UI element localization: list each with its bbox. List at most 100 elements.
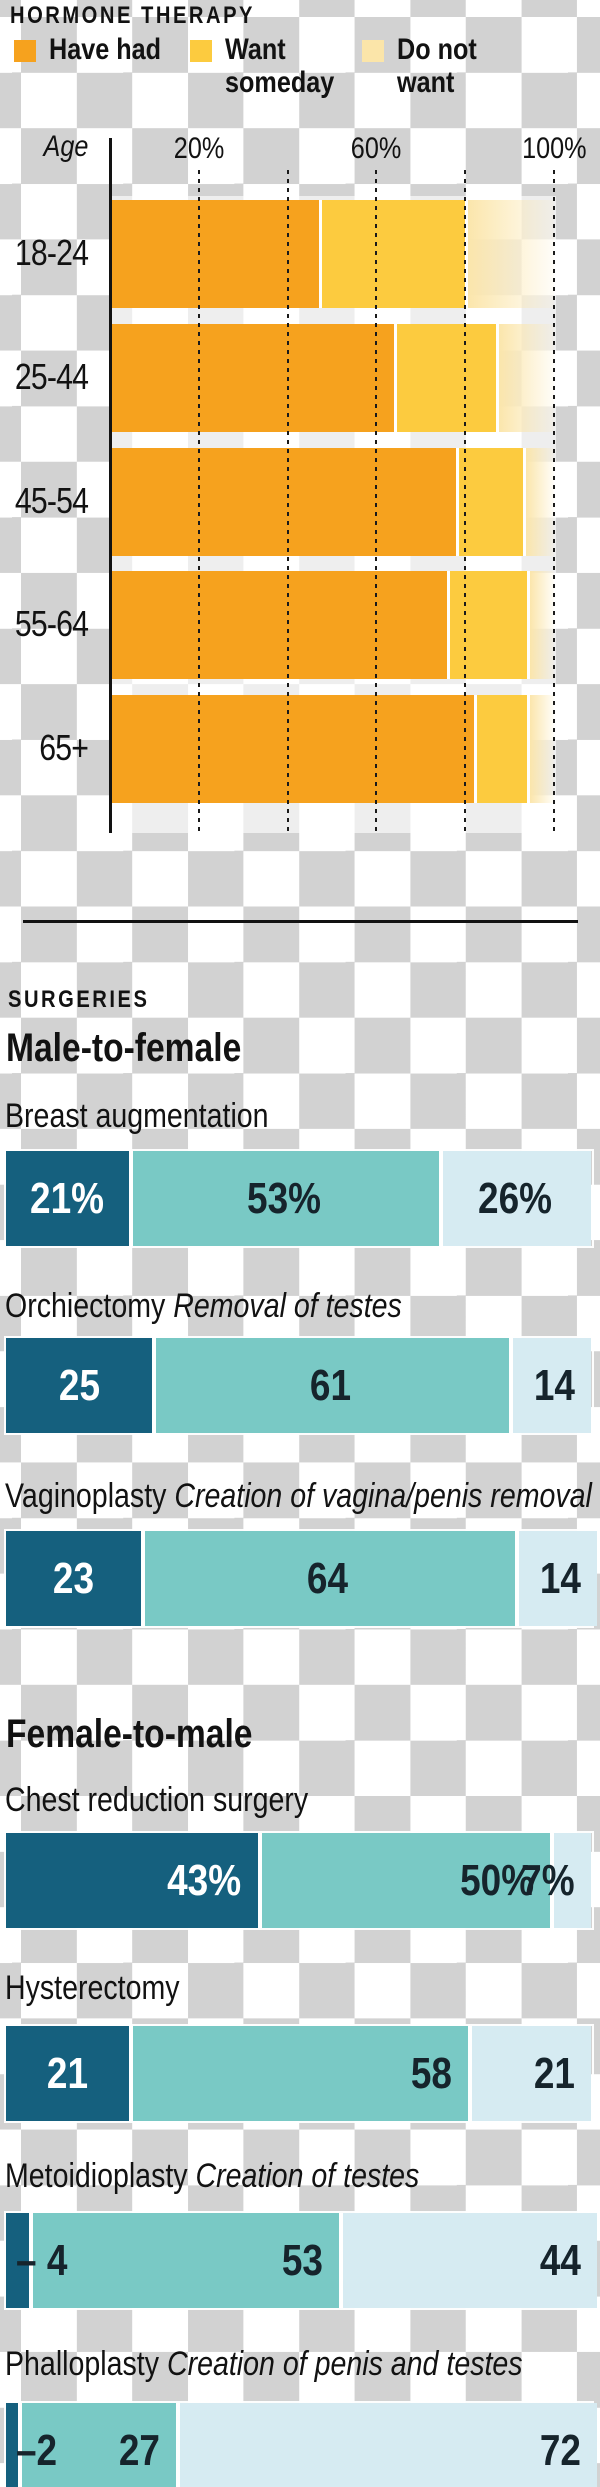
procedure-name: Phalloplasty — [5, 2345, 160, 2383]
procedure-label-text: Breast augmentation — [5, 1096, 269, 1136]
value-label: 72 — [431, 2403, 581, 2487]
age-axis-label: Age — [43, 130, 88, 163]
procedure-name: Orchiectomy — [5, 1287, 166, 1325]
procedure-label-text: Phalloplasty Creation of penis and teste… — [5, 2344, 523, 2384]
segment-do-not-want — [438, 1151, 591, 1246]
segment-have-had — [110, 448, 457, 556]
procedure-name: Breast augmentation — [5, 1097, 269, 1135]
legend-label-have-had: Have had — [49, 33, 162, 66]
value-text: 23 — [52, 1553, 94, 1603]
section-divider — [23, 920, 578, 923]
surgeries-section-title: SURGERIES — [8, 986, 150, 1013]
value-label: 64 — [141, 1531, 515, 1626]
segment-have-had — [6, 2026, 129, 2121]
segment-want-someday — [17, 2403, 176, 2487]
value-text: 58 — [411, 2048, 453, 2098]
value-text: 61 — [310, 1360, 352, 1410]
category-label-text: 55-64 — [14, 603, 89, 644]
value-label: 14 — [431, 1531, 581, 1626]
category-label-65+: 65+ — [0, 727, 89, 769]
category-label-45-54: 45-54 — [0, 480, 89, 522]
hormone-section-title: HORMONE THERAPY — [10, 2, 302, 30]
procedure-label-phalloplasty: Phalloplasty Creation of penis and teste… — [5, 2344, 600, 2384]
segment-do-not-want — [527, 695, 554, 803]
segment-want-someday — [456, 448, 523, 556]
value-label: 53% — [129, 1151, 439, 1246]
hormone-bar-row-65+ — [0, 695, 600, 803]
segment-want-someday — [128, 2026, 469, 2121]
segment-want-someday — [152, 1338, 510, 1433]
procedure-label-text: Chest reduction surgery — [5, 1780, 308, 1820]
bar-breast-augmentation: 21% 53% 26% — [4, 1149, 594, 1248]
hormone-bar-row-55-64 — [0, 571, 600, 679]
segment-have-had — [110, 324, 395, 432]
category-label-text: 18-24 — [14, 232, 89, 273]
group-title-female-to-male: Female-to-male — [6, 1712, 253, 1756]
value-label: 14 — [425, 1338, 575, 1433]
value-label: 26% — [439, 1151, 591, 1246]
procedure-name: Metoidioplasty — [5, 2157, 188, 2195]
procedure-label-text: Hysterectomy — [5, 1968, 180, 2008]
segment-have-had — [6, 1833, 258, 1928]
procedure-label-hysterectomy: Hysterectomy — [5, 1968, 600, 2008]
value-label: 21 — [6, 2026, 129, 2121]
segment-do-not-want — [175, 2403, 597, 2487]
value-text: 25 — [58, 1360, 100, 1410]
procedure-note: Removal of testes — [165, 1287, 402, 1325]
bar-chest-reduction-surgery: 43% 50% 7% — [4, 1831, 594, 1930]
y-axis-line — [109, 138, 112, 833]
procedure-name: Vaginoplasty — [5, 1477, 167, 1515]
value-text: 21% — [30, 1173, 105, 1223]
gridline-100 — [553, 170, 555, 833]
gridline-60 — [375, 170, 378, 833]
procedure-note: Creation of testes — [187, 2157, 420, 2195]
segment-do-not-want — [468, 2026, 591, 2121]
value-text: 53 — [282, 2235, 324, 2285]
segment-have-had — [110, 695, 475, 803]
category-label-text: 45-54 — [14, 480, 89, 521]
procedure-label-metoidioplasty: Metoidioplasty Creation of testes — [5, 2156, 600, 2196]
hormone-section-title-text: HORMONE THERAPY — [10, 2, 256, 29]
value-text: 21 — [533, 2048, 575, 2098]
bar-metoidioplasty: – 4 53 44 — [4, 2211, 597, 2310]
procedure-note: Creation of vagina/penis removal — [166, 1477, 592, 1515]
bar-phalloplasty: –2 27 72 — [4, 2401, 597, 2487]
value-label: 43% — [92, 1833, 242, 1928]
value-label: 53 — [173, 2213, 323, 2308]
segment-do-not-want — [527, 571, 554, 679]
hormone-bar-row-45-54 — [0, 448, 600, 556]
segment-want-someday — [394, 324, 497, 432]
value-label: 50% — [384, 1833, 534, 1928]
hormone-bar-row-18-24 — [0, 200, 600, 308]
legend-label-do-not-want: Do not want — [397, 33, 477, 99]
value-label: 21 — [425, 2026, 575, 2121]
value-text: –2 — [16, 2425, 58, 2475]
procedure-label-chest-reduction-surgery: Chest reduction surgery — [5, 1780, 600, 1820]
value-text: 26% — [477, 1173, 552, 1223]
segment-do-not-want — [465, 200, 554, 308]
bar-orchiectomy: 25 61 14 — [4, 1336, 594, 1435]
procedure-label-orchiectomy: Orchiectomy Removal of testes — [5, 1286, 600, 1326]
value-text: 64 — [307, 1553, 349, 1603]
procedure-label-breast-augmentation: Breast augmentation — [5, 1096, 600, 1136]
value-label: 44 — [431, 2213, 581, 2308]
procedure-label-text: Vaginoplasty Creation of vagina/penis re… — [5, 1476, 592, 1516]
tick-label-20: 20% — [173, 132, 225, 165]
hormone-therapy-chart: 18-24 25-44 45-54 55-64 65+ — [0, 0, 600, 900]
segment-have-had — [6, 1151, 129, 1246]
legend-item-do-not-want: Do not want — [362, 33, 512, 99]
segment-have-had — [6, 1531, 141, 1626]
segment-want-someday — [257, 1833, 551, 1928]
value-label: 23 — [6, 1531, 141, 1626]
segment-do-not-want — [550, 1833, 591, 1928]
value-text: 50% — [460, 1855, 535, 1905]
category-label-55-64: 55-64 — [0, 603, 89, 645]
segment-have-had — [6, 1338, 153, 1433]
bar-hysterectomy: 21 58 21 — [4, 2024, 594, 2123]
legend-item-want-someday: Want someday — [190, 33, 350, 99]
segment-have-had — [110, 571, 448, 679]
segment-do-not-want — [339, 2213, 597, 2308]
procedure-note: Creation of penis and testes — [159, 2345, 523, 2383]
procedure-label-vaginoplasty: Vaginoplasty Creation of vagina/penis re… — [5, 1476, 600, 1516]
